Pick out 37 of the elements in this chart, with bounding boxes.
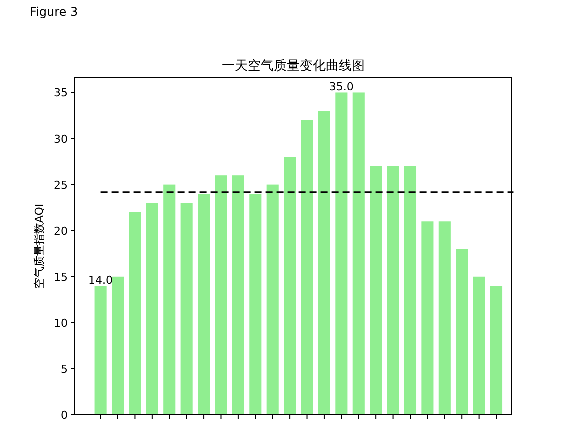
y-tick-label: 10 <box>54 316 68 330</box>
bar <box>215 176 228 415</box>
bar <box>490 286 503 415</box>
bar <box>198 194 210 415</box>
bar <box>387 166 400 415</box>
bar <box>146 203 158 415</box>
bar <box>94 286 107 415</box>
bar <box>404 166 417 415</box>
bar <box>473 276 486 415</box>
y-tick-label: 15 <box>54 270 68 284</box>
bar <box>284 157 296 415</box>
data-label: 14.0 <box>88 274 114 288</box>
y-tick-label: 20 <box>54 224 68 238</box>
caption: Figure 3 <box>30 5 78 19</box>
bar <box>164 184 176 415</box>
bar <box>232 176 244 415</box>
bar <box>266 184 279 415</box>
data-label: 35.0 <box>329 80 354 94</box>
chart-title: 一天空气质量变化曲线图 <box>222 59 365 74</box>
y-axis-title: 空气质量指数AQI <box>33 204 46 290</box>
bar <box>438 222 451 415</box>
bar <box>456 249 468 415</box>
bar <box>129 212 142 415</box>
bar <box>422 222 434 415</box>
y-tick-label: 25 <box>54 178 68 192</box>
y-tick-label: 5 <box>61 362 68 376</box>
bar <box>336 92 348 415</box>
bar <box>301 120 314 415</box>
y-tick-label: 30 <box>54 132 68 146</box>
bar <box>112 276 124 415</box>
bar <box>318 111 330 415</box>
y-tick-label: 0 <box>61 409 68 422</box>
bar <box>370 166 382 415</box>
bar <box>250 194 262 415</box>
y-tick-label: 35 <box>54 86 68 100</box>
bar <box>180 203 193 415</box>
bar <box>352 92 365 415</box>
